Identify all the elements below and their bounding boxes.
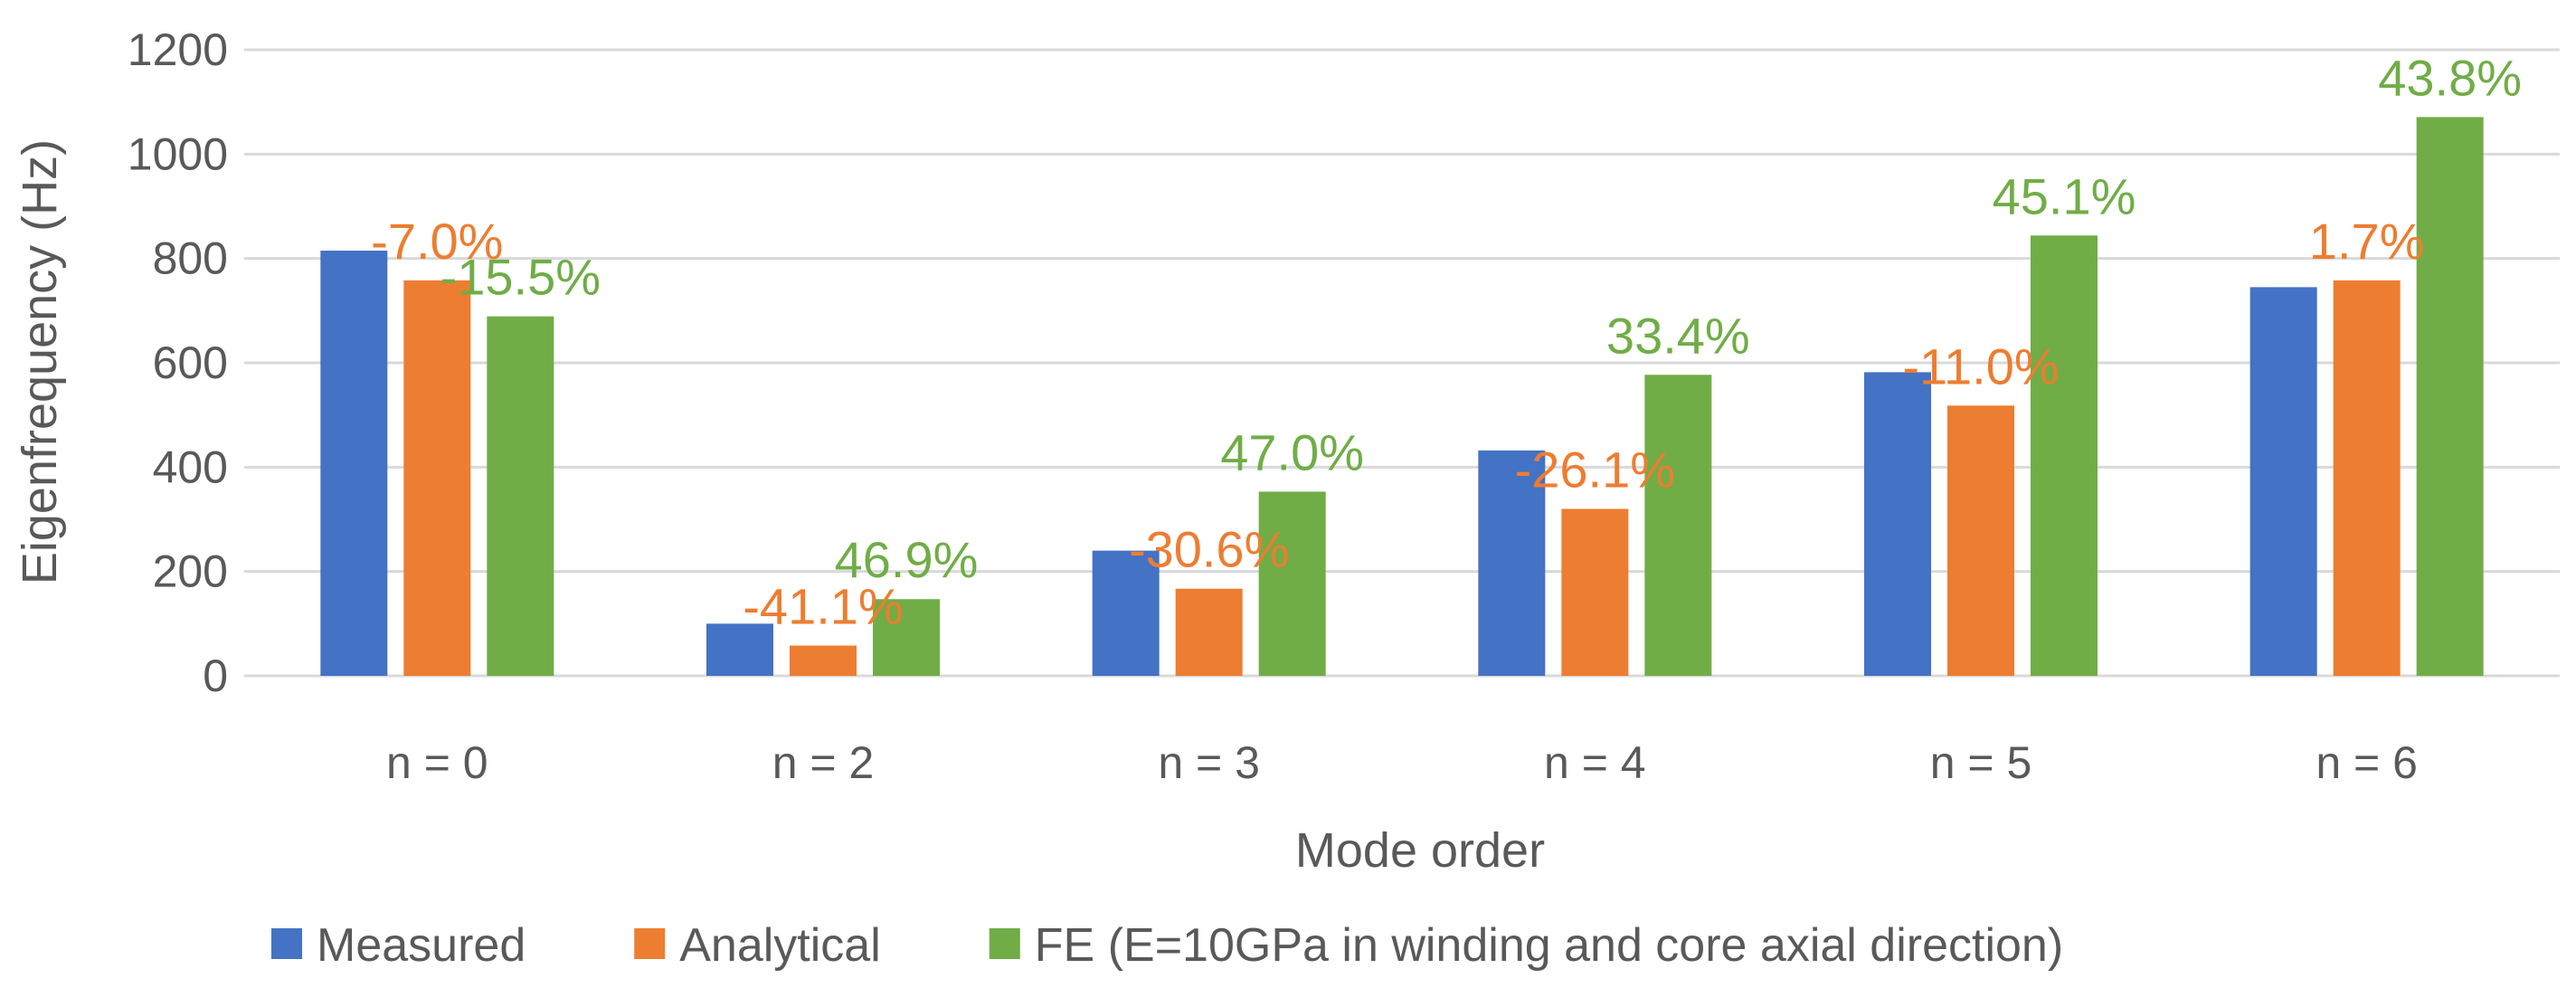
x-tick-label: n = 4 [1544,737,1646,788]
bar-analytical-3 [1561,508,1629,676]
legend-swatch [271,928,302,959]
data-label: 46.9% [835,531,979,588]
y-axis-title: Eigenfrequency (Hz) [13,139,67,584]
bar-fe-0 [487,316,554,676]
data-label: 43.8% [2378,49,2522,106]
bar-measured-3 [1478,450,1546,676]
data-label: 33.4% [1606,307,1750,364]
x-tick-label: n = 5 [1930,737,2032,788]
data-label: -7.0% [371,213,503,270]
bar-analytical-4 [1947,405,2014,676]
y-tick-label: 1000 [128,128,228,179]
legend-label: FE (E=10GPa in winding and core axial di… [1035,919,2063,972]
bar-analytical-0 [403,280,471,676]
x-tick-label: n = 2 [772,737,875,788]
bar-fe-3 [1644,375,1712,676]
data-label: -26.1% [1515,441,1675,498]
x-axis-categories: n = 0 n = 2 n = 3 n = 4 n = 5 n = 6 [386,737,2418,788]
x-tick-label: n = 3 [1158,737,1260,788]
bar-fe-2 [1258,491,1326,676]
y-tick-label: 400 [153,442,228,492]
gridlines [244,48,2560,678]
x-tick-label: n = 0 [386,737,488,788]
y-tick-label: 200 [153,546,228,597]
bar-measured-0 [320,251,388,676]
legend-label: Measured [317,919,526,972]
legend-label: Analytical [679,919,881,972]
bar-measured-1 [706,623,773,676]
y-axis-ticks: 0 200 400 600 800 1000 1200 [128,24,228,701]
bar-analytical-1 [790,645,857,676]
y-tick-label: 1200 [128,24,228,75]
bar-fe-1 [873,599,940,676]
legend-swatch [634,928,666,959]
bar-analytical-2 [1175,588,1243,676]
bar-analytical-5 [2333,280,2401,676]
bar-measured-4 [1864,372,1931,676]
data-label: -30.6% [1129,521,1289,578]
y-tick-label: 0 [203,651,228,701]
data-label: -15.5% [440,249,601,306]
bar-measured-2 [1092,550,1160,676]
data-label: 45.1% [1993,167,2136,224]
data-label: -11.0% [1902,337,2059,394]
bar-fe-4 [2031,235,2098,676]
data-label: -41.1% [743,578,903,635]
bar-fe-5 [2416,117,2484,676]
data-label: 1.7% [2309,213,2425,270]
x-tick-label: n = 6 [2316,737,2418,788]
data-label: 47.0% [1220,423,1364,480]
y-tick-label: 600 [153,337,228,388]
bars [320,117,2484,676]
x-axis-title: Mode order [1295,823,1545,878]
legend-swatch [989,928,1020,959]
legend: Measured Analytical FE (E=10GPa in winding… [271,919,2063,972]
data-labels: -7.0% -41.1% -30.6% -26.1% -11.0% 1.7% -15.5% 4… [371,49,2522,634]
bar-measured-5 [2249,287,2317,676]
y-tick-label: 800 [153,233,228,284]
